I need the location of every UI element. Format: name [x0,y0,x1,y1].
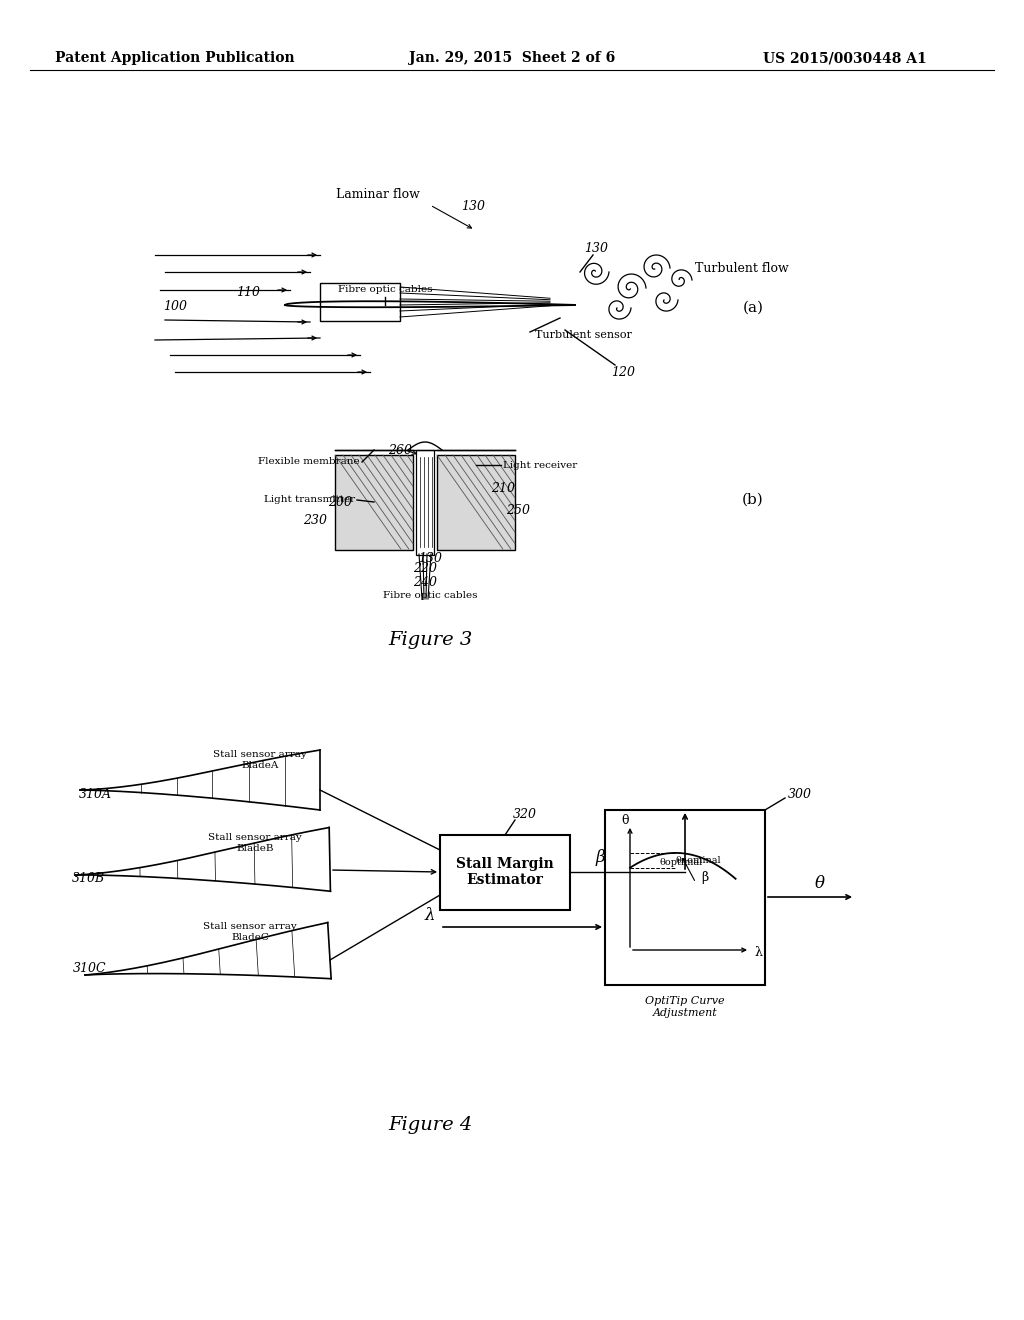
Text: Stall sensor array
BladeB: Stall sensor array BladeB [208,833,302,853]
Text: 230: 230 [303,513,327,527]
Bar [437,455,515,550]
Text: 110: 110 [236,286,260,300]
Text: (a): (a) [742,301,764,315]
Text: θ: θ [815,874,825,891]
Text: Turbulent sensor: Turbulent sensor [535,330,632,341]
Text: Fibre optic cables: Fibre optic cables [338,285,432,294]
Text: Light receiver: Light receiver [503,461,578,470]
Text: 130: 130 [418,552,442,565]
Text: 130: 130 [461,201,485,214]
Text: θ: θ [622,813,629,826]
Text: β: β [700,871,709,884]
Text: 260: 260 [388,444,412,457]
Text: 200: 200 [328,495,352,508]
Text: Flexible membrane: Flexible membrane [258,458,360,466]
Text: β: β [595,849,605,866]
Text: 320: 320 [513,808,537,821]
Text: Turbulent flow: Turbulent flow [695,261,788,275]
Bar [335,455,413,550]
Bar [319,282,400,321]
Text: Jan. 29, 2015  Sheet 2 of 6: Jan. 29, 2015 Sheet 2 of 6 [409,51,615,65]
Text: 310A: 310A [79,788,112,801]
Text: 130: 130 [584,242,608,255]
Text: 210: 210 [490,482,515,495]
Text: 220: 220 [413,561,437,574]
Bar [605,810,765,985]
Text: λ: λ [754,945,762,958]
Text: θnominal: θnominal [675,857,721,866]
Text: Laminar flow: Laminar flow [336,189,420,202]
Text: 120: 120 [611,366,635,379]
Text: λ: λ [425,907,435,924]
Text: (b): (b) [742,492,764,507]
Text: 240: 240 [413,576,437,589]
Text: Light transmitter: Light transmitter [264,495,355,504]
Text: 250: 250 [506,503,530,516]
Text: 310B: 310B [72,871,104,884]
Text: US 2015/0030448 A1: US 2015/0030448 A1 [763,51,927,65]
Text: Stall sensor array
BladeA: Stall sensor array BladeA [213,750,307,770]
Text: Figure 4: Figure 4 [388,1115,472,1134]
Bar [416,450,434,554]
Text: 300: 300 [788,788,812,801]
Text: 310C: 310C [73,961,106,974]
Text: Fibre optic cables: Fibre optic cables [383,590,477,599]
Text: Stall Margin
Estimator: Stall Margin Estimator [456,857,554,887]
Text: Stall sensor array
BladeC: Stall sensor array BladeC [203,923,297,941]
Text: Patent Application Publication: Patent Application Publication [55,51,295,65]
Text: θoptimal: θoptimal [660,858,703,867]
Text: Figure 3: Figure 3 [388,631,472,649]
Text: 100: 100 [163,300,187,313]
Text: OptiTip Curve
Adjustment: OptiTip Curve Adjustment [645,997,725,1018]
Bar [440,836,570,909]
